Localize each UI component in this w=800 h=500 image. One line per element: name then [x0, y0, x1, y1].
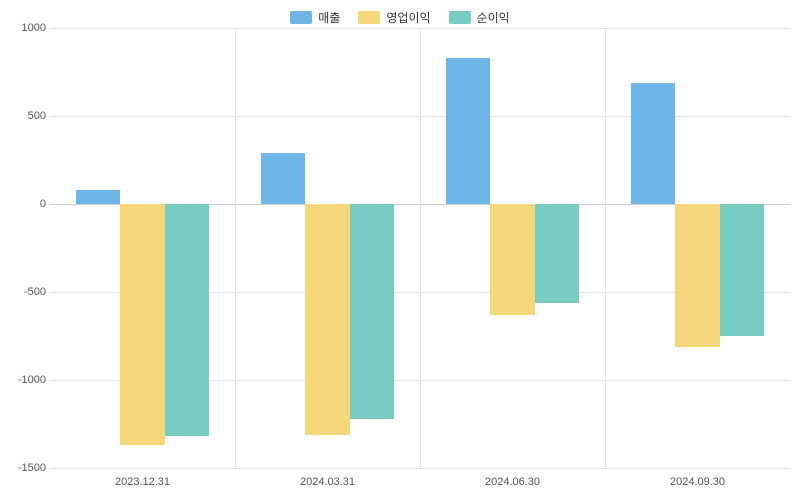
- bar[interactable]: [350, 204, 394, 419]
- bar[interactable]: [490, 204, 534, 315]
- category-split-line: [420, 28, 421, 468]
- legend-swatch: [449, 11, 471, 24]
- y-axis-label: -1500: [6, 462, 46, 474]
- x-axis-label: 2024.09.30: [670, 476, 725, 488]
- plot-area: 2023.12.312024.03.312024.06.302024.09.30: [50, 28, 790, 468]
- y-axis-label: -1000: [6, 374, 46, 386]
- legend-label: 매출: [318, 9, 340, 26]
- bar[interactable]: [76, 190, 120, 204]
- bar[interactable]: [631, 83, 675, 204]
- bar[interactable]: [675, 204, 719, 347]
- x-axis-label: 2023.12.31: [115, 476, 170, 488]
- legend-label: 영업이익: [386, 9, 430, 26]
- bar[interactable]: [261, 153, 305, 204]
- grid-line: [50, 468, 790, 469]
- bar[interactable]: [305, 204, 349, 435]
- legend-swatch: [358, 11, 380, 24]
- legend-swatch: [290, 11, 312, 24]
- x-axis-label: 2024.03.31: [300, 476, 355, 488]
- bar[interactable]: [720, 204, 764, 336]
- legend-label: 순이익: [477, 9, 510, 26]
- y-axis-label: 0: [6, 198, 46, 210]
- bar[interactable]: [120, 204, 164, 445]
- bar[interactable]: [165, 204, 209, 436]
- category-split-line: [605, 28, 606, 468]
- y-axis-label: 1000: [6, 22, 46, 34]
- legend-item-net-profit[interactable]: 순이익: [449, 6, 510, 28]
- y-axis-label: 500: [6, 110, 46, 122]
- y-axis-label: -500: [6, 286, 46, 298]
- bar[interactable]: [535, 204, 579, 303]
- bar[interactable]: [446, 58, 490, 204]
- x-axis-label: 2024.06.30: [485, 476, 540, 488]
- legend: 매출 영업이익 순이익: [0, 0, 800, 28]
- legend-item-revenue[interactable]: 매출: [290, 6, 340, 28]
- category-split-line: [235, 28, 236, 468]
- legend-item-operating-profit[interactable]: 영업이익: [358, 6, 430, 28]
- financial-bar-chart: 매출 영업이익 순이익 2023.12.312024.03.312024.06.…: [0, 0, 800, 500]
